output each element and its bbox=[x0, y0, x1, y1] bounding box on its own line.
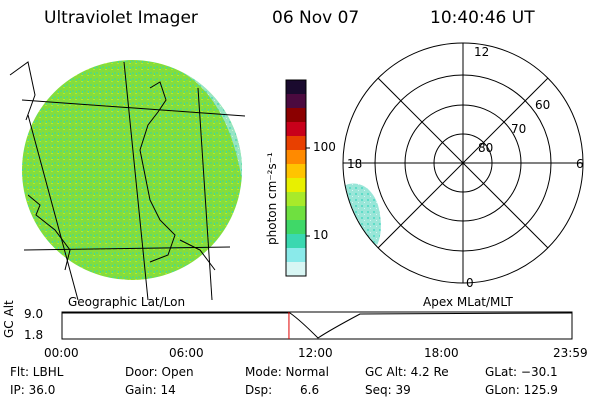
left-projection-caption: Geographic Lat/Lon bbox=[68, 295, 186, 309]
colorbar-segment bbox=[286, 164, 306, 179]
dsp-value: 6.6 bbox=[300, 383, 320, 397]
geographic-disk-image bbox=[22, 60, 242, 280]
xtick-1200: 12:00 bbox=[298, 346, 333, 360]
colorbar-segment bbox=[286, 136, 306, 151]
colorbar-segment bbox=[286, 192, 306, 207]
mlat-label-70: 70 bbox=[511, 122, 527, 136]
mlt-label-18: 18 bbox=[347, 157, 363, 171]
altitude-ytick-top: 9.0 bbox=[24, 307, 44, 321]
colorbar-segment bbox=[286, 178, 306, 193]
glat-info: GLat: −30.1 bbox=[485, 365, 558, 379]
right-projection-caption: Apex MLat/MLT bbox=[423, 295, 513, 309]
dsp-label: Dsp: bbox=[245, 383, 273, 397]
altitude-ylabel: GC Alt bbox=[2, 300, 16, 338]
polar-grid bbox=[342, 42, 584, 284]
colorbar bbox=[285, 79, 307, 277]
mlat-label-60: 60 bbox=[535, 98, 551, 112]
xtick-1800: 18:00 bbox=[424, 346, 459, 360]
ip-info: IP: 36.0 bbox=[10, 383, 56, 397]
colorbar-segment bbox=[286, 248, 306, 263]
colorbar-tick-100: 100 bbox=[313, 140, 336, 154]
door-info: Door: Open bbox=[125, 365, 194, 379]
glon-info: GLon: 125.9 bbox=[485, 383, 558, 397]
colorbar-segment bbox=[286, 108, 306, 123]
colorbar-tick-10: 10 bbox=[313, 228, 329, 242]
colorbar-unit-label: photon cm⁻²s⁻¹ bbox=[265, 152, 279, 245]
date-label: 06 Nov 07 bbox=[272, 8, 360, 28]
altitude-plot bbox=[61, 311, 573, 340]
lat-lon-grid bbox=[21, 61, 246, 301]
xtick-0600: 06:00 bbox=[169, 346, 204, 360]
xtick-2359: 23:59 bbox=[553, 346, 588, 360]
polar-aurora-image bbox=[345, 183, 381, 252]
colorbar-segment bbox=[286, 206, 306, 221]
altitude-curve bbox=[62, 312, 573, 339]
colorbar-ticks bbox=[306, 147, 310, 237]
mlt-label-6: 6 bbox=[576, 157, 584, 171]
time-label: 10:40:46 UT bbox=[430, 8, 535, 28]
altitude-ytick-bottom: 1.8 bbox=[24, 328, 44, 342]
coastline-outline bbox=[9, 61, 216, 271]
colorbar-segment bbox=[286, 94, 306, 109]
colorbar-segment bbox=[286, 234, 306, 249]
colorbar-segment bbox=[286, 262, 306, 277]
colorbar-frame bbox=[285, 79, 307, 277]
colorbar-segment bbox=[286, 80, 306, 95]
colorbar-segment bbox=[286, 220, 306, 235]
instrument-title: Ultraviolet Imager bbox=[44, 8, 198, 28]
gain-info: Gain: 14 bbox=[125, 383, 176, 397]
colorbar-segment bbox=[286, 122, 306, 137]
filter-info: Flt: LBHL bbox=[10, 365, 64, 379]
mlt-label-0: 0 bbox=[466, 276, 474, 290]
seq-info: Seq: 39 bbox=[365, 383, 411, 397]
colorbar-segment bbox=[286, 150, 306, 165]
gc-alt-info: GC Alt: 4.2 Re bbox=[365, 365, 449, 379]
mlat-label-80: 80 bbox=[478, 141, 494, 155]
mode-info: Mode: Normal bbox=[245, 365, 329, 379]
xtick-0000: 00:00 bbox=[44, 346, 79, 360]
mlt-label-12: 12 bbox=[474, 45, 490, 59]
